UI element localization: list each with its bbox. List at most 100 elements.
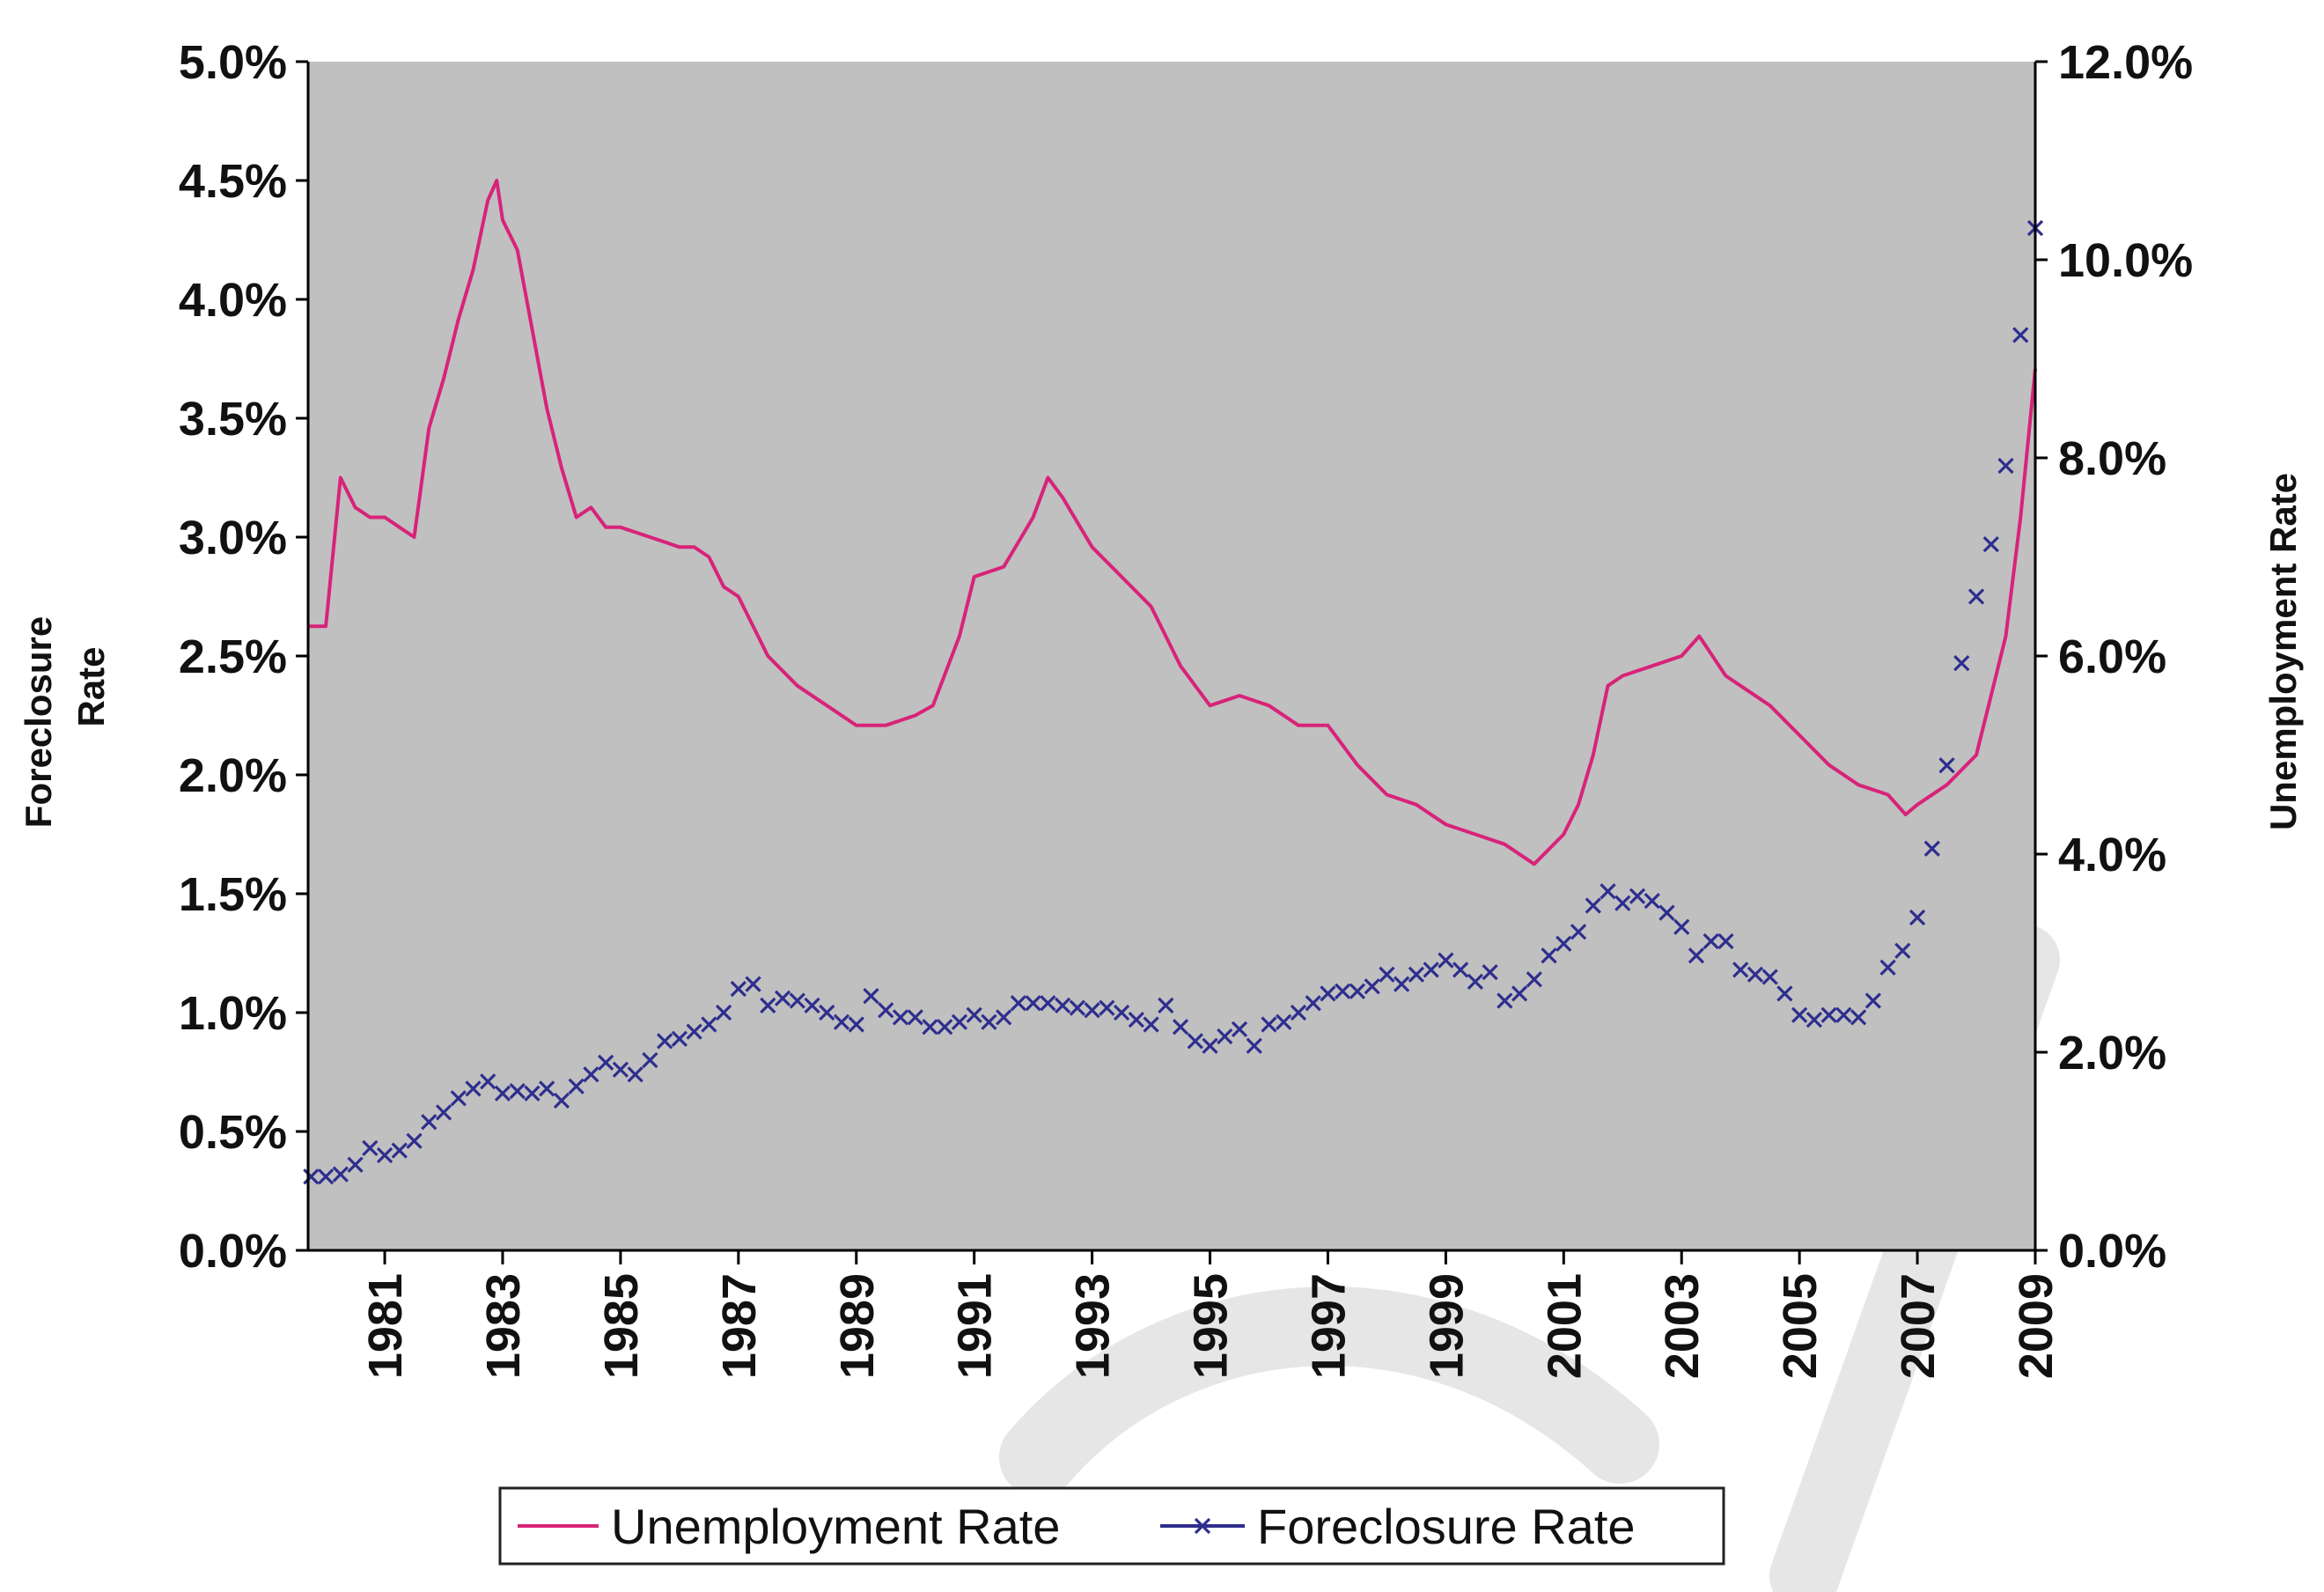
foreclosure-point [1585,897,1601,914]
foreclosure-point [656,1033,673,1050]
foreclosure-point [730,980,746,998]
foreclosure-point [450,1090,467,1107]
foreclosure-point [391,1142,408,1159]
foreclosure-point [804,997,820,1014]
foreclosure-point [1570,924,1587,940]
foreclosure-point [1967,588,1985,605]
x-tick-label: 2001 [1538,1273,1591,1379]
foreclosure-point [1246,1037,1262,1054]
foreclosure-point [1614,895,1631,911]
foreclosure-point [317,1168,335,1185]
right-axis: 0.0% 2.0% 4.0% 6.0% 8.0% 10.0% 12.0% [2035,36,2193,1278]
foreclosure-point [996,1009,1012,1026]
foreclosure-point [1555,935,1572,952]
foreclosure-point [1040,995,1056,1012]
foreclosure-point [1629,888,1646,904]
foreclosure-point [509,1082,526,1100]
x-tick-label: 1985 [595,1273,648,1379]
right-tick-label: 6.0% [2058,630,2166,683]
foreclosure-point [833,1013,850,1030]
foreclosure-point [1600,883,1616,900]
foreclosure-point [1069,999,1085,1016]
foreclosure-point [760,997,776,1014]
foreclosure-point [1938,757,1955,774]
foreclosure-point [981,1013,997,1030]
foreclosure-point [1835,1006,1852,1023]
foreclosure-point [1408,966,1425,983]
foreclosure-point [1997,457,2014,475]
foreclosure-point [1452,962,1469,978]
foreclosure-point [1923,840,1940,857]
foreclosure-point [1261,1016,1277,1033]
foreclosure-point [1231,1021,1248,1038]
left-tick-label: 2.5% [179,630,287,683]
foreclosure-point [1908,909,1926,926]
foreclosure-point [1511,985,1528,1002]
plot-area [308,62,2035,1250]
foreclosure-point [524,1085,541,1102]
foreclosure-point [303,1168,320,1185]
foreclosure-point [863,987,879,1005]
foreclosure-point [1438,952,1454,969]
foreclosure-point [1894,942,1911,959]
foreclosure-point [612,1061,629,1078]
foreclosure-point [598,1054,614,1071]
foreclosure-point [1673,918,1690,935]
foreclosure-point [1320,985,1336,1002]
left-tick-label: 0.5% [179,1106,287,1159]
foreclosure-point [937,1019,953,1036]
foreclosure-point [1850,1009,1867,1026]
foreclosure-point [1703,932,1719,950]
foreclosure-point [1335,983,1351,999]
foreclosure-point [892,1009,909,1026]
legend-label-foreclosure: Foreclosure Rate [1257,1499,1636,1554]
left-tick-label: 4.5% [179,155,287,208]
left-axis: 0.0% 0.5% 1.0% 1.5% 2.0% 2.5% 3.0% 3.5% 4.0% 4.5%… [179,36,308,1278]
foreclosure-point [627,1066,644,1083]
foreclosure-point [1747,966,1764,983]
foreclosure-point [1644,892,1660,910]
foreclosure-point [539,1080,555,1097]
foreclosure-point [568,1078,585,1094]
foreclosure-point [848,1016,864,1033]
foreclosure-point [1276,1013,1292,1030]
right-tick-label: 12.0% [2058,36,2193,89]
legend: Unemployment Rate Foreclosure Rate [498,1486,1725,1566]
left-axis-title: Foreclosure [18,616,59,828]
x-tick-label: 1983 [477,1273,530,1379]
foreclosure-point [1982,535,1999,553]
foreclosure-point [1791,1006,1808,1023]
foreclosure-point [1423,962,1439,978]
legend-label-unemployment: Unemployment Rate [611,1499,1060,1554]
foreclosure-point [1526,971,1542,988]
foreclosure-point [1143,1016,1159,1033]
foreclosure-point [406,1132,423,1149]
foreclosure-point [1732,962,1749,978]
x-axis: 1981 1983 1985 1987 1989 1991 1993 1995 1997 1999… [359,1250,2063,1379]
x-tick-label: 2009 [2010,1273,2063,1379]
foreclosure-point [1761,969,1778,985]
right-tick-label: 4.0% [2058,829,2166,881]
foreclosure-point [1010,995,1027,1012]
right-tick-label: 0.0% [2058,1225,2166,1278]
foreclosure-point [1953,654,1970,672]
x-tick-label: 2003 [1656,1273,1709,1379]
foreclosure-point [465,1080,482,1097]
foreclosure-point [2012,327,2029,343]
x-tick-label: 1987 [713,1273,766,1379]
foreclosure-point [347,1156,364,1173]
x-tick-label: 1981 [359,1273,412,1379]
foreclosure-point [1688,947,1705,964]
foreclosure-point [1379,966,1395,983]
foreclosure-point [494,1085,511,1102]
foreclosure-point [642,1051,658,1069]
foreclosure-point [421,1114,438,1131]
foreclosure-point [1202,1037,1218,1054]
foreclosure-point [1820,1006,1837,1023]
foreclosure-point [686,1023,702,1040]
foreclosure-point [435,1104,452,1121]
left-tick-label: 1.0% [179,987,287,1040]
foreclosure-point [1054,997,1071,1014]
x-tick-label: 1999 [1420,1273,1473,1379]
foreclosure-point [1467,973,1483,991]
